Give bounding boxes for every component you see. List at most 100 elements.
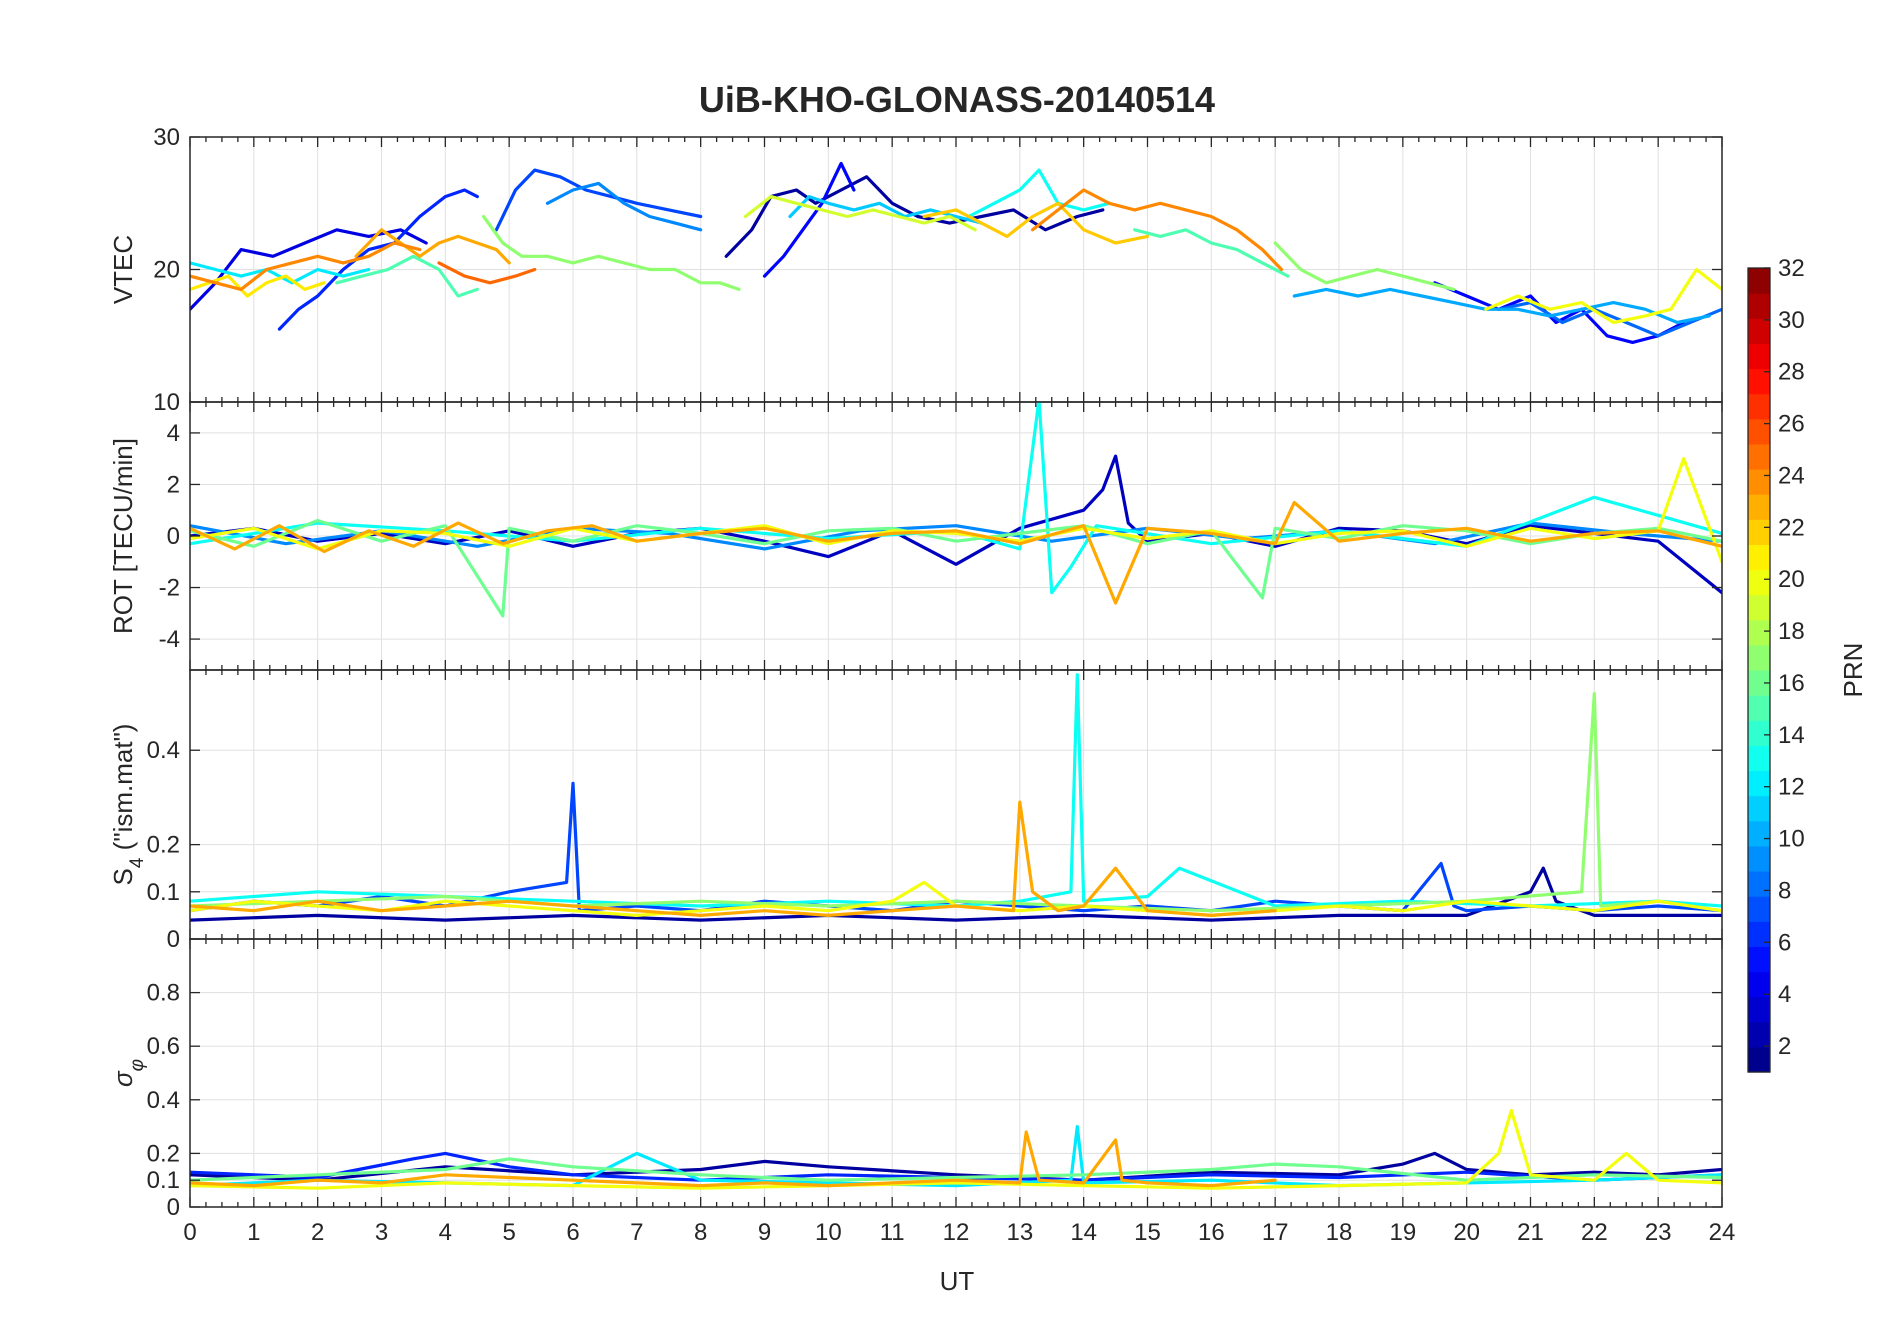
traces	[190, 402, 1722, 618]
trace-prn-20	[190, 880, 1722, 917]
x-tick-label: 20	[1453, 1219, 1480, 1246]
colorbar-tick-label: 28	[1778, 359, 1805, 386]
y-tick-label: -2	[159, 575, 180, 602]
colorbar-segment	[1748, 1046, 1770, 1073]
x-tick-label: 15	[1134, 1219, 1161, 1246]
y-axis-label: σφ	[108, 1059, 148, 1087]
y-axis-label: ROT [TECU/min]	[108, 438, 138, 634]
y-tick-label: 0.6	[147, 1033, 180, 1060]
trace-prn-6	[190, 1151, 1722, 1182]
trace-prn-2	[724, 175, 1105, 258]
trace-prn-8	[1497, 301, 1722, 338]
colorbar-tick-label: 18	[1778, 618, 1805, 645]
colorbar-tick-label: 2	[1778, 1033, 1791, 1060]
y-tick-label: 0.2	[147, 1140, 180, 1167]
trace-prn-11	[788, 195, 984, 225]
colorbar-segment	[1748, 293, 1770, 319]
x-axis-label: UT	[940, 1266, 975, 1296]
x-tick-label: 17	[1262, 1219, 1289, 1246]
trace-prn-6	[277, 188, 479, 331]
colorbar-segment	[1748, 745, 1770, 772]
y-tick-label: 10	[153, 389, 180, 416]
x-tick-label: 8	[694, 1219, 707, 1246]
colorbar-segment	[1748, 1021, 1770, 1048]
x-tick-label: 21	[1517, 1219, 1544, 1246]
trace-prn-13	[967, 168, 1111, 219]
colorbar-tick-label: 24	[1778, 462, 1805, 489]
chart-title: UiB-KHO-GLONASS-20140514	[699, 79, 1215, 120]
traces	[190, 1108, 1722, 1190]
trace-prn-20	[1484, 267, 1722, 325]
panel-s4: 0 0.1 0.2 0.4S4 ("ism.mat")	[108, 669, 1723, 953]
x-tick-label: 7	[630, 1219, 643, 1246]
x-tick-label: 22	[1581, 1219, 1608, 1246]
colorbar-segment	[1748, 569, 1770, 596]
panel-vtec: 10 20 30 VTEC	[108, 124, 1723, 416]
colorbar-segment	[1748, 418, 1770, 445]
trace-prn-23	[190, 500, 1722, 605]
traces	[190, 161, 1722, 344]
colorbar-segment	[1748, 695, 1770, 721]
y-tick-label: 0.8	[147, 980, 180, 1007]
y-tick-label: 0.1	[147, 879, 180, 906]
colorbar-tick-label: 6	[1778, 929, 1791, 956]
y-tick-label: -4	[159, 626, 180, 653]
trace-prn-5	[762, 161, 856, 278]
trace-prn-21	[190, 274, 326, 298]
colorbar-segment	[1748, 469, 1770, 495]
colorbar-segment	[1748, 996, 1770, 1023]
x-tick-label: 6	[566, 1219, 579, 1246]
trace-prn-16	[190, 1157, 1722, 1182]
traces	[190, 673, 1722, 922]
colorbar-tick-label: 10	[1778, 826, 1805, 853]
x-tick-label: 11	[880, 1219, 905, 1246]
colorbar-tick-label: 12	[1778, 774, 1805, 801]
y-axis-label: VTEC	[108, 235, 138, 304]
colorbar-tick-label: 22	[1778, 514, 1805, 541]
x-tick-label: 18	[1326, 1219, 1353, 1246]
colorbar-segment	[1748, 393, 1770, 420]
x-tick-label: 4	[439, 1219, 452, 1246]
trace-prn-10	[1292, 287, 1711, 325]
x-tick-label: 14	[1070, 1219, 1097, 1246]
y-tick-label: 0.4	[147, 1087, 180, 1114]
x-tick-label: 16	[1198, 1219, 1225, 1246]
trace-prn-22	[922, 201, 1150, 245]
trace-prn-2	[190, 866, 1722, 922]
y-tick-label: 0.2	[147, 832, 180, 859]
x-tick-label: 13	[1006, 1219, 1033, 1246]
y-tick-label: 0	[167, 926, 180, 953]
colorbar-segment	[1748, 443, 1770, 470]
y-tick-label: 0.4	[147, 737, 180, 764]
y-tick-label: 0.1	[147, 1167, 180, 1194]
colorbar-segment	[1748, 594, 1770, 621]
x-tick-label: 9	[758, 1219, 771, 1246]
x-tick-label: 12	[943, 1219, 970, 1246]
x-tick-label: 0	[183, 1219, 196, 1246]
y-tick-label: 0	[167, 1194, 180, 1221]
colorbar-segment	[1748, 644, 1770, 671]
colorbar-segment	[1748, 619, 1770, 646]
colorbar-box	[1747, 267, 1771, 1073]
y-tick-label: 4	[167, 420, 180, 447]
colorbar-tick-label: 26	[1778, 411, 1805, 438]
x-tick-label: 10	[815, 1219, 842, 1246]
trace-prn-24	[1031, 188, 1284, 272]
colorbar-segment	[1748, 871, 1770, 897]
y-tick-label: 0	[167, 523, 180, 550]
colorbar-tick-label: 8	[1778, 877, 1791, 904]
colorbar-tick-label: 32	[1778, 255, 1805, 282]
colorbar-segment	[1748, 921, 1770, 947]
y-tick-label: 30	[153, 124, 180, 151]
trace-prn-24	[190, 241, 422, 291]
trace-prn-9	[190, 521, 1722, 551]
colorbar-segment	[1748, 670, 1770, 696]
colorbar-segment	[1748, 820, 1770, 847]
colorbar-tick-label: 14	[1778, 722, 1805, 749]
colorbar-tick-label: 16	[1778, 670, 1805, 697]
y-axis-label: S4 ("ism.mat")	[108, 724, 148, 886]
trace-prn-19	[743, 195, 977, 232]
